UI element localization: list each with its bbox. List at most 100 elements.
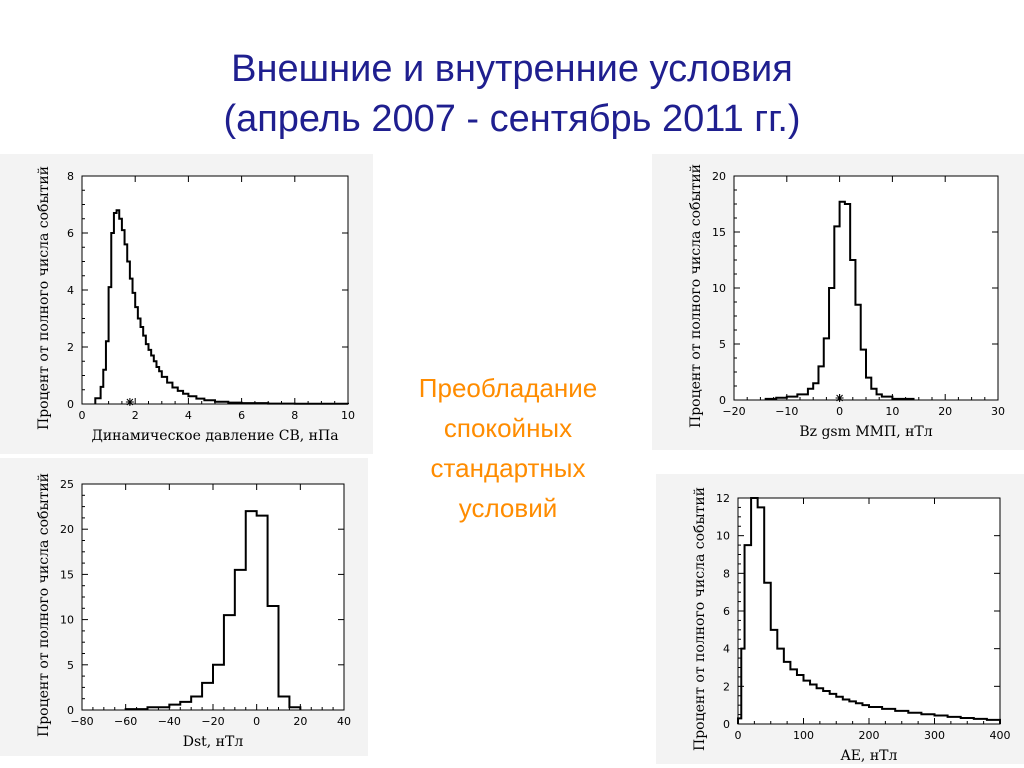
y-tick-label: 4 (67, 284, 74, 297)
histogram-bin (797, 675, 804, 724)
histogram-bin (862, 705, 869, 724)
histogram-bin (817, 688, 824, 724)
histogram-bin (224, 615, 235, 710)
histogram-bin (840, 202, 845, 400)
histogram-bin (871, 389, 876, 400)
histogram-bin (119, 219, 122, 404)
histogram-bin (797, 394, 808, 400)
histogram-bin (133, 293, 136, 404)
histogram-bin (215, 402, 228, 404)
histogram-bin (202, 683, 213, 710)
histogram-bin (101, 387, 104, 404)
histogram-bin (921, 714, 934, 724)
histogram-bin (148, 707, 170, 710)
y-tick-label: 4 (723, 643, 730, 656)
histogram-bin (213, 665, 224, 710)
histogram-bin (843, 700, 850, 724)
histogram-bin (135, 307, 138, 404)
histogram-bin (268, 606, 279, 710)
histogram-bin (787, 397, 798, 400)
y-tick-label: 2 (723, 680, 730, 693)
histogram-bin (106, 341, 109, 404)
histogram-bin (751, 498, 758, 724)
x-tick-label: 40 (337, 715, 351, 728)
callout-line-3: стандартных (430, 453, 586, 483)
histogram-bin (777, 649, 784, 724)
histogram-bin (987, 720, 1000, 724)
x-tick-label: 0 (79, 409, 86, 422)
histogram-outline (94, 209, 349, 405)
y-tick-label: 20 (60, 523, 74, 536)
x-tick-label: 2 (132, 409, 139, 422)
callout-line-4: условий (458, 493, 558, 523)
x-tick-label: 6 (238, 409, 245, 422)
histogram-bin (818, 366, 823, 400)
histogram-bin (804, 681, 811, 724)
y-tick-label: 15 (60, 568, 74, 581)
histogram-bin (845, 204, 850, 400)
histogram-bin (126, 709, 148, 710)
median-marker (125, 398, 134, 406)
y-tick-label: 0 (67, 398, 74, 411)
y-axis-label: Процент от полного числа событий (692, 487, 708, 751)
histogram-bin (810, 684, 817, 724)
y-tick-label: 10 (716, 530, 730, 543)
histogram-bin (162, 377, 167, 404)
x-tick-label: 8 (291, 409, 298, 422)
histogram-bin (127, 262, 130, 405)
slide-title-line-1: Внешние и внутренние условия (231, 48, 793, 90)
x-tick-label: 400 (990, 729, 1011, 742)
histogram-bin (766, 399, 777, 400)
histogram-bin (741, 649, 744, 724)
histogram-bin (180, 702, 191, 710)
histogram-bin (125, 244, 128, 404)
x-tick-label: 20 (938, 405, 952, 418)
histogram-bin (861, 350, 866, 400)
histogram-bin (289, 707, 300, 710)
histogram-bin (178, 391, 183, 404)
histogram-bin (935, 716, 948, 724)
y-tick-label: 10 (712, 282, 726, 295)
histogram-bin (745, 545, 752, 724)
histogram-bin (183, 394, 188, 404)
x-tick-label: −10 (775, 405, 798, 418)
histogram-bin (823, 691, 830, 724)
plot-frame (81, 175, 349, 405)
x-tick-label: 10 (341, 409, 355, 422)
x-tick-label: 300 (924, 729, 945, 742)
y-tick-label: 12 (716, 492, 730, 505)
x-axis-label: Динамическое давление СВ, нПа (91, 428, 338, 444)
histogram-bin (196, 399, 204, 404)
histogram-bin (279, 696, 290, 710)
x-tick-label: −80 (70, 715, 93, 728)
histogram-bin (813, 383, 818, 400)
y-tick-label: 25 (60, 478, 74, 491)
histogram-bin (146, 344, 149, 404)
y-tick-label: 6 (67, 227, 74, 240)
y-tick-label: 0 (723, 718, 730, 731)
histogram-bin (808, 389, 813, 400)
y-axis-label: Процент от полного числа событий (36, 473, 52, 737)
chart-ae: 0 100 200 300 400 0 2 4 6 8 10 12 AE, нТл Процент от … (692, 487, 1011, 764)
histogram-bin (114, 213, 117, 404)
histogram-bin (908, 713, 921, 724)
histogram-bin (111, 233, 114, 404)
x-tick-label: 4 (185, 409, 192, 422)
histogram-bin (866, 378, 871, 400)
y-tick-label: 10 (60, 614, 74, 627)
y-tick-label: 5 (67, 659, 74, 672)
x-axis-label: Bz gsm ММП, нТл (799, 424, 932, 440)
histogram-bin (95, 398, 100, 404)
x-tick-label: 0 (735, 729, 742, 742)
histogram-bin (257, 516, 268, 710)
histogram-bin (117, 210, 120, 404)
histogram-bin (830, 694, 837, 724)
y-tick-label: 8 (67, 170, 74, 183)
y-tick-label: 6 (723, 605, 730, 618)
x-axis-label: Dst, нТл (183, 734, 244, 750)
x-tick-label: −20 (201, 715, 224, 728)
x-tick-label: −60 (114, 715, 137, 728)
x-tick-label: 20 (293, 715, 307, 728)
histogram-bin (764, 583, 771, 724)
histogram-bin (167, 383, 172, 404)
